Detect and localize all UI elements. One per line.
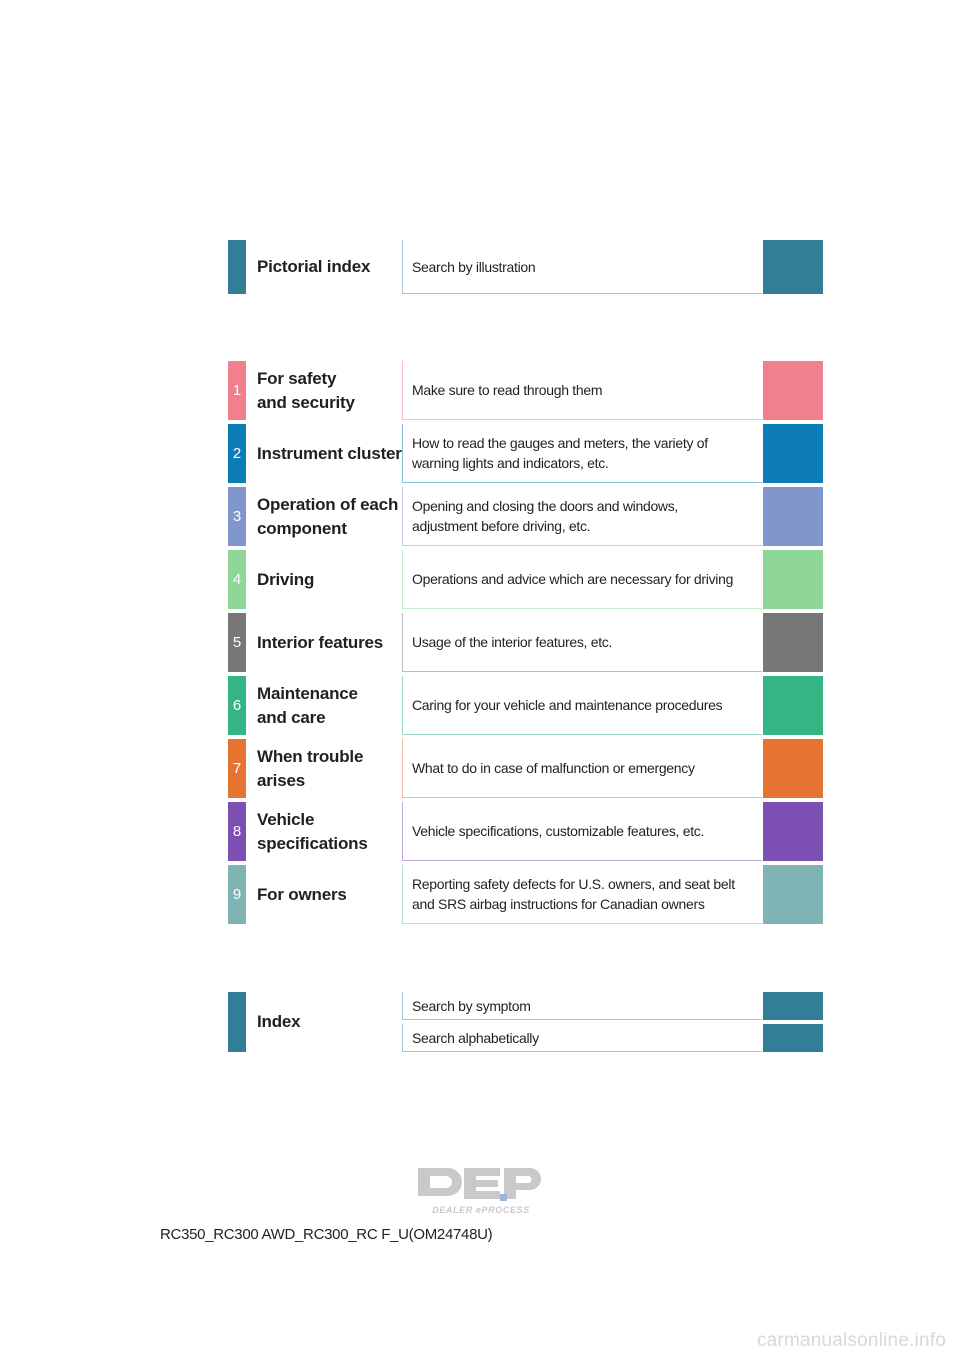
pictorial-index-title: Pictorial index bbox=[257, 240, 402, 294]
chapter-title: When trouble arises bbox=[257, 739, 402, 798]
chapter-title-line: arises bbox=[257, 770, 305, 790]
index-item-symptom-text: Search by symptom bbox=[412, 997, 531, 1014]
chapter-description: What to do in case of malfunction or eme… bbox=[402, 739, 762, 798]
chapter-title-line: For owners bbox=[257, 884, 347, 904]
chapter-title-line: component bbox=[257, 518, 347, 538]
document-code-footer: RC350_RC300 AWD_RC300_RC F_U(OM24748U) bbox=[160, 1226, 493, 1243]
chapter-description: Opening and closing the doors and window… bbox=[402, 487, 762, 546]
chapter-row-5[interactable]: 5 Interior features Usage of the interior … bbox=[228, 613, 823, 672]
chapter-description: Make sure to read through them bbox=[402, 361, 762, 420]
chapter-title-line: specifications bbox=[257, 833, 368, 853]
chapter-description-line: Vehicle specifications, customizable fea… bbox=[412, 823, 705, 839]
chapter-color-block bbox=[763, 424, 823, 483]
chapter-color-block bbox=[763, 487, 823, 546]
chapter-description-line: Usage of the interior features, etc. bbox=[412, 634, 613, 650]
index-item-symptom[interactable]: Search by symptom bbox=[402, 992, 762, 1020]
chapter-description: Operations and advice which are necessar… bbox=[402, 550, 762, 609]
chapter-row-2[interactable]: 2 Instrument cluster How to read the gauge… bbox=[228, 424, 823, 483]
chapter-title-line: Interior features bbox=[257, 632, 384, 652]
chapter-row-1[interactable]: 1 For safety and security Make sure to read… bbox=[228, 361, 823, 420]
chapter-description-line: adjustment before driving, etc. bbox=[412, 518, 591, 534]
chapter-number-tab: 6 bbox=[228, 676, 246, 735]
chapter-title-line: Vehicle bbox=[257, 809, 315, 829]
index-tab bbox=[228, 992, 246, 1052]
index-title-text: Index bbox=[257, 1012, 301, 1031]
chapter-number-tab: 3 bbox=[228, 487, 246, 546]
chapter-description-line: warning lights and indicators, etc. bbox=[412, 455, 609, 471]
chapter-title-line: Instrument cluster bbox=[257, 443, 402, 463]
pictorial-index-row[interactable]: Pictorial index Search by illustration bbox=[228, 240, 823, 294]
chapter-description: Caring for your vehicle and maintenance … bbox=[402, 676, 762, 735]
chapter-title: Operation of each component bbox=[257, 487, 402, 546]
chapter-description: Usage of the interior features, etc. bbox=[402, 613, 762, 672]
index-item-alphabetical-text: Search alphabetically bbox=[412, 1029, 539, 1046]
pictorial-index-tab bbox=[228, 240, 246, 294]
pictorial-index-title-text: Pictorial index bbox=[257, 257, 371, 276]
watermark-text: carmanualsonline.info bbox=[756, 1330, 946, 1351]
chapter-color-block bbox=[763, 865, 823, 924]
chapter-title-line: For safety bbox=[257, 368, 337, 388]
svg-text:DEALER ePROCESS: DEALER ePROCESS bbox=[432, 1205, 530, 1215]
chapter-description-line: How to read the gauges and meters, the v… bbox=[412, 435, 708, 451]
chapter-row-4[interactable]: 4 Driving Operations and advice which are … bbox=[228, 550, 823, 609]
chapter-title-line: and care bbox=[257, 707, 326, 727]
chapter-number-tab: 9 bbox=[228, 865, 246, 924]
index-item-alphabetical[interactable]: Search alphabetically bbox=[402, 1024, 762, 1052]
chapter-color-block bbox=[763, 676, 823, 735]
chapter-title: Maintenance and care bbox=[257, 676, 402, 735]
chapter-description-line: Caring for your vehicle and maintenance … bbox=[412, 697, 723, 713]
chapter-row-7[interactable]: 7 When trouble arises What to do in case of… bbox=[228, 739, 823, 798]
chapter-row-3[interactable]: 3 Operation of each component Opening and c… bbox=[228, 487, 823, 546]
chapter-number-tab: 5 bbox=[228, 613, 246, 672]
chapter-title: For safety and security bbox=[257, 361, 402, 420]
chapter-color-block bbox=[763, 361, 823, 420]
index-title: Index bbox=[257, 992, 402, 1052]
chapter-title-line: Maintenance bbox=[257, 683, 358, 703]
chapter-description: Vehicle specifications, customizable fea… bbox=[402, 802, 762, 861]
chapter-color-block bbox=[763, 739, 823, 798]
chapter-color-block bbox=[763, 550, 823, 609]
chapter-description: How to read the gauges and meters, the v… bbox=[402, 424, 762, 483]
chapter-description-line: Operations and advice which are necessar… bbox=[412, 571, 734, 587]
chapter-number-tab: 2 bbox=[228, 424, 246, 483]
chapter-description-line: Opening and closing the doors and window… bbox=[412, 498, 679, 514]
chapter-title-line: Driving bbox=[257, 569, 315, 589]
chapter-number-tab: 7 bbox=[228, 739, 246, 798]
pictorial-index-color-block bbox=[763, 240, 823, 294]
chapter-row-9[interactable]: 9 For owners Reporting safety defects for … bbox=[228, 865, 823, 924]
chapter-title: Interior features bbox=[257, 613, 402, 672]
chapter-number-tab: 8 bbox=[228, 802, 246, 861]
chapter-color-block bbox=[763, 802, 823, 861]
index-item-symptom-block bbox=[763, 992, 823, 1020]
pictorial-index-desc-text: Search by illustration bbox=[412, 258, 536, 275]
chapter-description-line: What to do in case of malfunction or eme… bbox=[412, 760, 695, 776]
dealer-eprocess-logo: DEALER ePROCESS bbox=[418, 1168, 541, 1215]
chapter-title-line: When trouble bbox=[257, 746, 364, 766]
chapter-number-tab: 4 bbox=[228, 550, 246, 609]
pictorial-index-desc: Search by illustration bbox=[402, 240, 762, 294]
chapter-row-6[interactable]: 6 Maintenance and care Caring for your vehi… bbox=[228, 676, 823, 735]
chapter-description-line: Reporting safety defects for U.S. owners… bbox=[412, 876, 735, 892]
chapter-color-block bbox=[763, 613, 823, 672]
chapter-title-line: Operation of each bbox=[257, 494, 399, 514]
chapter-title: Instrument cluster bbox=[257, 424, 402, 483]
chapter-title-line: and security bbox=[257, 392, 355, 412]
index-row[interactable]: Index Search by symptom Search alphabeti… bbox=[228, 992, 823, 1052]
chapter-title: Vehicle specifications bbox=[257, 802, 402, 861]
chapter-number-tab: 1 bbox=[228, 361, 246, 420]
chapter-description-line: Make sure to read through them bbox=[412, 382, 603, 398]
chapter-description: Reporting safety defects for U.S. owners… bbox=[402, 865, 762, 924]
chapter-description-line: and SRS airbag instructions for Canadian… bbox=[412, 896, 705, 912]
chapter-row-8[interactable]: 8 Vehicle specifications Vehicle specificat… bbox=[228, 802, 823, 861]
index-item-alphabetical-block bbox=[763, 1024, 823, 1052]
chapter-title: Driving bbox=[257, 550, 402, 609]
chapter-title: For owners bbox=[257, 865, 402, 924]
